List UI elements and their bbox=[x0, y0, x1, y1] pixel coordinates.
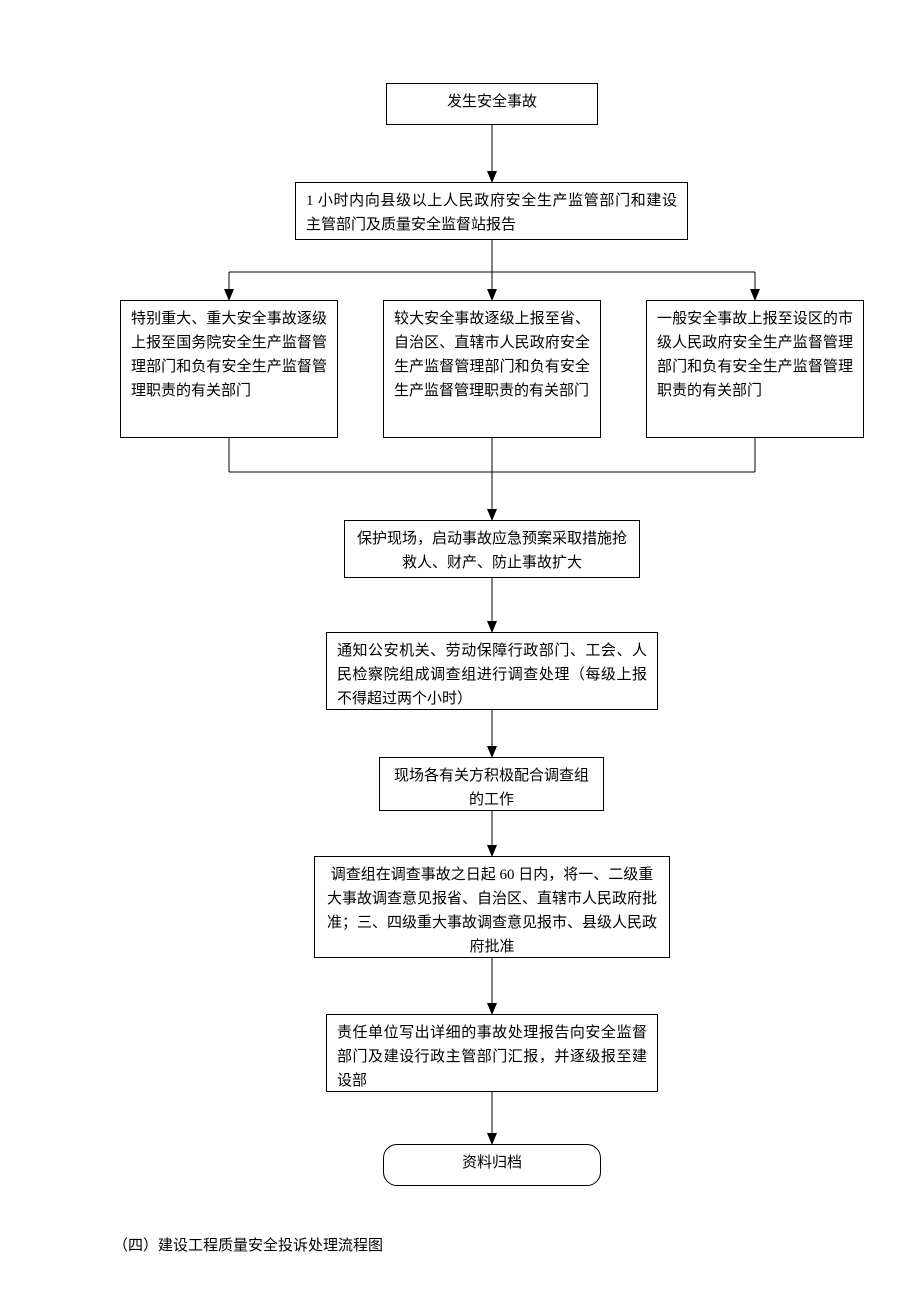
node-text: 特别重大、重大安全事故逐级上报至国务院安全生产监督管理部门和负有安全生产监督管理… bbox=[131, 311, 327, 399]
node-text: 1 小时内向县级以上人民政府安全生产监管部门和建设主管部门及质量安全监督站报告 bbox=[306, 193, 677, 233]
node-archive: 资料归档 bbox=[383, 1144, 601, 1186]
node-text: 现场各有关方积极配合调查组的工作 bbox=[394, 768, 589, 808]
node-text: 一般安全事故上报至设区的市级人民政府安全生产监督管理部门和负有安全生产监督管理职… bbox=[657, 311, 853, 399]
flowchart-canvas: 发生安全事故 1 小时内向县级以上人民政府安全生产监管部门和建设主管部门及质量安… bbox=[0, 0, 920, 1302]
node-branch-major: 特别重大、重大安全事故逐级上报至国务院安全生产监督管理部门和负有安全生产监督管理… bbox=[120, 300, 338, 438]
node-notify: 通知公安机关、劳动保障行政部门、工会、人民检察院组成调查组进行调查处理（每级上报… bbox=[326, 632, 658, 710]
node-text: 发生安全事故 bbox=[447, 94, 537, 110]
node-60day: 调查组在调查事故之日起 60 日内，将一、二级重大事故调查意见报省、自治区、直辖… bbox=[314, 856, 670, 958]
node-text: 责任单位写出详细的事故处理报告向安全监督部门及建设行政主管部门汇报，并逐级报至建… bbox=[337, 1025, 647, 1089]
node-text: 资料归档 bbox=[462, 1155, 522, 1171]
node-report-1h: 1 小时内向县级以上人民政府安全生产监管部门和建设主管部门及质量安全监督站报告 bbox=[295, 182, 688, 240]
node-text: 调查组在调查事故之日起 60 日内，将一、二级重大事故调查意见报省、自治区、直辖… bbox=[327, 867, 657, 955]
node-responsibility-report: 责任单位写出详细的事故处理报告向安全监督部门及建设行政主管部门汇报，并逐级报至建… bbox=[326, 1014, 658, 1092]
node-branch-large: 较大安全事故逐级上报至省、自治区、直辖市人民政府安全生产监督管理部门和负有安全生… bbox=[383, 300, 601, 438]
node-cooperate: 现场各有关方积极配合调查组的工作 bbox=[379, 757, 604, 811]
node-protect-scene: 保护现场，启动事故应急预案采取措施抢救人、财产、防止事故扩大 bbox=[344, 520, 640, 578]
node-text: 较大安全事故逐级上报至省、自治区、直辖市人民政府安全生产监督管理部门和负有安全生… bbox=[394, 311, 590, 399]
page-caption: （四）建设工程质量安全投诉处理流程图 bbox=[113, 1234, 383, 1258]
node-branch-general: 一般安全事故上报至设区的市级人民政府安全生产监督管理部门和负有安全生产监督管理职… bbox=[646, 300, 864, 438]
node-text: 保护现场，启动事故应急预案采取措施抢救人、财产、防止事故扩大 bbox=[357, 531, 627, 571]
node-start: 发生安全事故 bbox=[386, 83, 598, 125]
caption-text: （四）建设工程质量安全投诉处理流程图 bbox=[113, 1238, 383, 1254]
node-text: 通知公安机关、劳动保障行政部门、工会、人民检察院组成调查组进行调查处理（每级上报… bbox=[337, 643, 647, 707]
